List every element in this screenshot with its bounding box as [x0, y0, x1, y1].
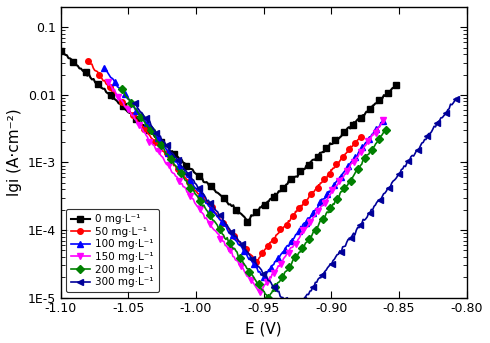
200 mg·L⁻¹	[200, 204, 206, 208]
150 mg·L⁻¹	[146, 140, 152, 144]
200 mg·L⁻¹	[260, 288, 266, 292]
150 mg·L⁻¹	[210, 226, 216, 230]
50 mg·L⁻¹	[178, 170, 184, 174]
0 mg·L⁻¹	[58, 49, 64, 54]
100 mg·L⁻¹	[101, 66, 107, 70]
100 mg·L⁻¹	[227, 232, 233, 236]
Line: 50 mg·L⁻¹: 50 mg·L⁻¹	[85, 58, 258, 263]
Line: 100 mg·L⁻¹: 100 mg·L⁻¹	[101, 65, 267, 279]
300 mg·L⁻¹	[175, 158, 181, 163]
300 mg·L⁻¹	[285, 304, 291, 308]
100 mg·L⁻¹	[144, 121, 150, 126]
Line: 200 mg·L⁻¹: 200 mg·L⁻¹	[119, 86, 270, 301]
100 mg·L⁻¹	[135, 110, 141, 114]
300 mg·L⁻¹	[257, 266, 263, 270]
150 mg·L⁻¹	[251, 283, 257, 287]
X-axis label: E (V): E (V)	[245, 321, 282, 336]
0 mg·L⁻¹	[205, 182, 211, 186]
300 mg·L⁻¹	[132, 101, 138, 105]
50 mg·L⁻¹	[253, 258, 259, 262]
150 mg·L⁻¹	[225, 246, 231, 250]
Line: 0 mg·L⁻¹: 0 mg·L⁻¹	[58, 49, 250, 223]
150 mg·L⁻¹	[257, 291, 263, 295]
200 mg·L⁻¹	[119, 87, 124, 91]
50 mg·L⁻¹	[251, 259, 257, 263]
200 mg·L⁻¹	[220, 232, 225, 236]
50 mg·L⁻¹	[218, 217, 223, 222]
0 mg·L⁻¹	[161, 143, 167, 147]
300 mg·L⁻¹	[291, 311, 296, 315]
150 mg·L⁻¹	[137, 124, 143, 128]
Line: 300 mg·L⁻¹: 300 mg·L⁻¹	[132, 100, 296, 316]
200 mg·L⁻¹	[149, 131, 155, 135]
100 mg·L⁻¹	[190, 181, 196, 186]
200 mg·L⁻¹	[265, 297, 270, 301]
300 mg·L⁻¹	[166, 145, 171, 150]
200 mg·L⁻¹	[234, 250, 240, 254]
50 mg·L⁻¹	[200, 197, 206, 201]
300 mg·L⁻¹	[241, 246, 247, 250]
0 mg·L⁻¹	[245, 218, 250, 223]
0 mg·L⁻¹	[186, 167, 192, 171]
150 mg·L⁻¹	[189, 197, 195, 201]
0 mg·L⁻¹	[238, 212, 244, 216]
50 mg·L⁻¹	[85, 59, 91, 63]
100 mg·L⁻¹	[255, 270, 261, 274]
300 mg·L⁻¹	[220, 217, 226, 222]
50 mg·L⁻¹	[247, 252, 253, 256]
100 mg·L⁻¹	[211, 210, 217, 214]
50 mg·L⁻¹	[120, 100, 126, 104]
150 mg·L⁻¹	[105, 80, 111, 84]
50 mg·L⁻¹	[130, 113, 136, 117]
100 mg·L⁻¹	[261, 274, 267, 278]
Legend: 0 mg·L⁻¹, 50 mg·L⁻¹, 100 mg·L⁻¹, 150 mg·L⁻¹, 200 mg·L⁻¹, 300 mg·L⁻¹: 0 mg·L⁻¹, 50 mg·L⁻¹, 100 mg·L⁻¹, 150 mg·…	[66, 209, 159, 293]
Y-axis label: lgi (A·cm⁻²): lgi (A·cm⁻²)	[7, 108, 22, 196]
200 mg·L⁻¹	[158, 143, 164, 147]
Line: 150 mg·L⁻¹: 150 mg·L⁻¹	[105, 79, 263, 295]
0 mg·L⁻¹	[108, 93, 114, 97]
0 mg·L⁻¹	[97, 85, 103, 89]
